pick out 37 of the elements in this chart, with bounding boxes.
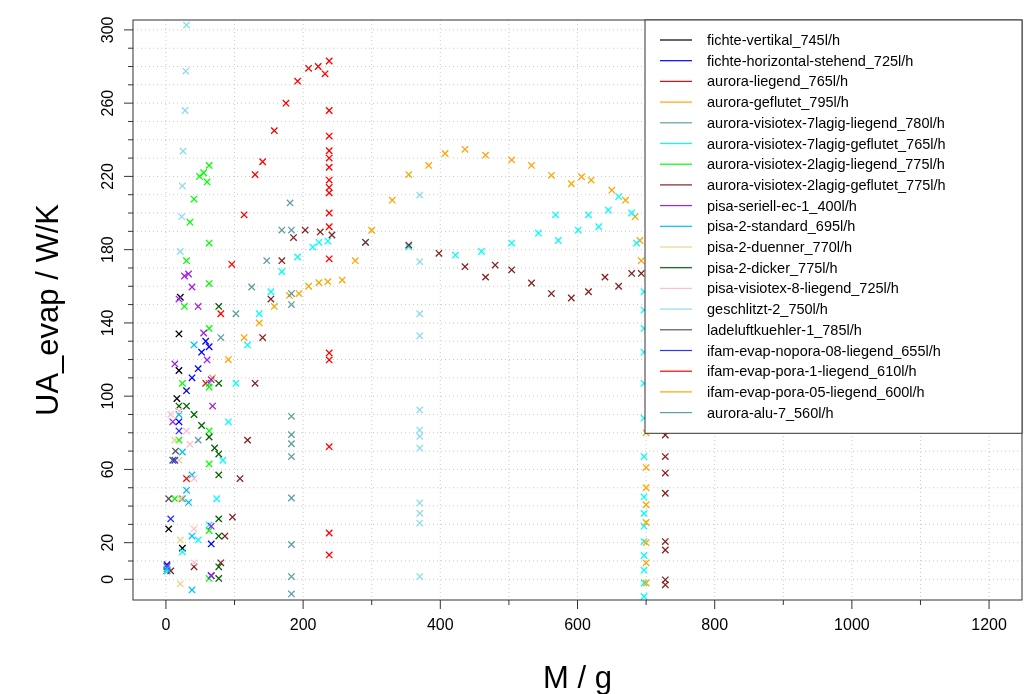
x-tick-label: 600 xyxy=(564,616,591,633)
legend-label: ladeluftkuehler-1_785l/h xyxy=(707,321,862,338)
y-tick-label: 220 xyxy=(99,162,116,190)
y-tick-label: 140 xyxy=(99,309,116,337)
x-tick-label: 1200 xyxy=(971,616,1007,633)
legend-label: ifam-evap-pora-1-liegend_610l/h xyxy=(707,363,917,380)
y-tick-label: 20 xyxy=(99,533,116,552)
legend-label: ifam-evap-pora-05-liegend_600l/h xyxy=(707,383,925,400)
y-tick-label: 0 xyxy=(99,574,116,584)
y-tick-label: 60 xyxy=(99,460,116,479)
legend-label: aurora-visiotex-2lagig-liegend_775l/h xyxy=(707,156,945,173)
legend-label: pisa-visiotex-8-liegend_725l/h xyxy=(707,280,899,297)
x-tick-label: 0 xyxy=(161,616,171,633)
legend-label: aurora-visiotex-2lagig-geflutet_775l/h xyxy=(707,176,946,193)
legend-label: fichte-vertikal_745l/h xyxy=(707,32,840,48)
legend-label: aurora-visiotex-7lagig-liegend_780l/h xyxy=(707,114,945,131)
y-tick-label: 260 xyxy=(99,89,116,117)
legend-label: pisa-2-dicker_775l/h xyxy=(707,259,838,276)
x-tick-label: 1000 xyxy=(834,616,870,633)
legend-label: fichte-horizontal-stehend_725l/h xyxy=(707,52,914,69)
legend-label: aurora-alu-7_560l/h xyxy=(707,404,834,421)
legend-label: aurora-geflutet_795l/h xyxy=(707,94,849,111)
legend-label: pisa-2-standard_695l/h xyxy=(707,218,856,235)
y-tick-label: 100 xyxy=(99,382,116,410)
y-tick-label: 180 xyxy=(99,236,116,264)
x-axis-title: M / g xyxy=(543,660,612,694)
y-tick-label: 300 xyxy=(99,16,116,44)
legend-label: pisa-2-duenner_770l/h xyxy=(707,239,853,255)
legend-label: pisa-seriell-ec-1_400l/h xyxy=(707,197,857,214)
legend-label: aurora-liegend_765l/h xyxy=(707,73,849,90)
legend-label: geschlitzt-2_750l/h xyxy=(707,301,828,318)
x-tick-label: 400 xyxy=(426,616,454,633)
x-tick-label: 800 xyxy=(701,616,729,633)
legend-label: ifam-evap-nopora-08-liegend_655l/h xyxy=(707,342,941,359)
legend-label: aurora-visiotex-7lagig-geflutet_765l/h xyxy=(707,135,946,152)
y-axis-title: UA_evap / W/K xyxy=(30,203,65,416)
x-tick-label: 200 xyxy=(289,616,317,633)
